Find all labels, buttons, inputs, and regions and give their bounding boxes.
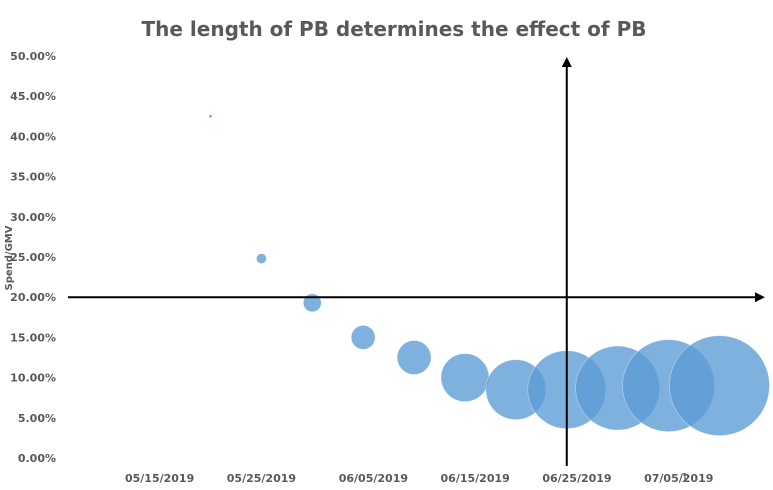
x-tick-label: 06/15/2019 (441, 472, 510, 485)
bubble (302, 293, 322, 313)
bubble (396, 340, 432, 375)
x-tick-label: 07/05/2019 (644, 472, 713, 485)
y-axis-tick-labels: 0.00% 5.00% 10.00% 15.00% 20.00% 25.00% 30.00%… (10, 50, 56, 465)
bubble (256, 253, 267, 264)
bubble (669, 335, 770, 436)
stray-mark: 1 (681, 471, 689, 485)
y-tick-label: 40.00% (10, 130, 56, 143)
y-tick-label: 10.00% (10, 372, 56, 385)
y-tick-label: 15.00% (10, 331, 56, 344)
y-tick-label: 5.00% (18, 412, 56, 425)
x-tick-label: 06/25/2019 (542, 472, 611, 485)
bubble (350, 325, 376, 350)
chart-title: The length of PB determines the effect o… (142, 17, 647, 41)
axis-arrows (68, 57, 765, 466)
y-tick-label: 35.00% (10, 171, 56, 184)
y-tick-label: 0.00% (18, 452, 56, 465)
y-tick-label: 45.00% (10, 90, 56, 103)
x-tick-label: 06/05/2019 (339, 472, 408, 485)
y-axis-label: Spend/GMV (4, 225, 15, 290)
x-tick-label: 05/25/2019 (227, 472, 296, 485)
bubble-series (208, 114, 770, 436)
bubble (440, 353, 490, 402)
y-tick-label: 30.00% (10, 211, 56, 224)
x-axis-tick-labels: 05/15/2019 05/25/2019 06/05/2019 06/15/2019… (125, 472, 713, 485)
bubble (208, 114, 213, 119)
y-tick-label: 50.00% (10, 50, 56, 63)
y-tick-label: 25.00% (10, 251, 56, 264)
y-tick-label: 20.00% (10, 291, 56, 304)
x-tick-label: 05/15/2019 (125, 472, 194, 485)
